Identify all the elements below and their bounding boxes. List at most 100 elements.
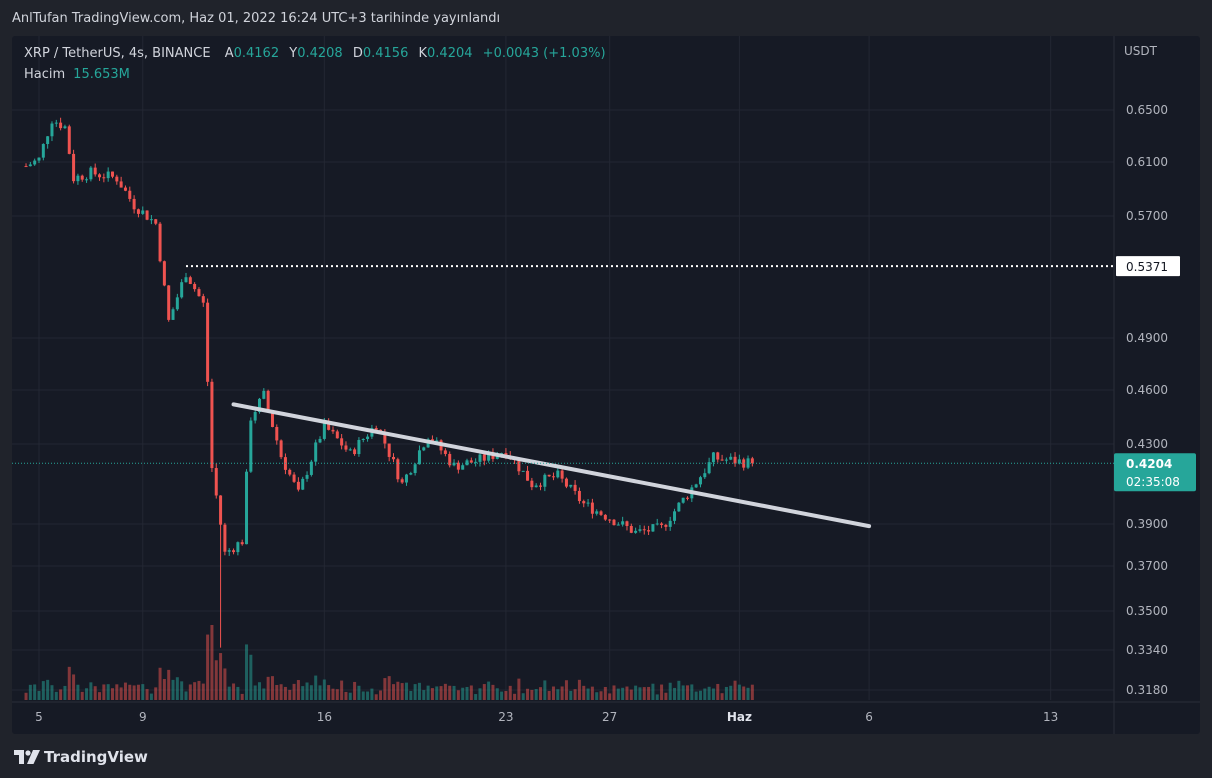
volume-bar xyxy=(180,681,184,700)
volume-bar xyxy=(582,685,586,700)
volume-bar xyxy=(608,693,612,700)
candle-body xyxy=(335,431,339,439)
volume-bar xyxy=(76,684,80,700)
x-tick-label: 27 xyxy=(602,710,617,724)
open-label: A xyxy=(224,46,234,61)
volume-bar xyxy=(275,684,279,700)
candle-body xyxy=(374,428,378,430)
candle-body xyxy=(180,282,184,298)
tradingview-logo-icon xyxy=(14,750,40,764)
volume-bar xyxy=(149,693,153,700)
candle-body xyxy=(569,484,573,487)
candle-body xyxy=(625,521,629,526)
high-value: 0.4208 xyxy=(297,46,343,61)
volume-bar xyxy=(145,689,149,700)
volume-label[interactable]: Hacim xyxy=(24,67,66,82)
candle-body xyxy=(404,474,408,483)
candle-body xyxy=(132,198,136,210)
volume-bar xyxy=(621,687,625,700)
candle-body xyxy=(171,309,175,320)
candle-body xyxy=(340,438,344,446)
volume-bar xyxy=(188,684,192,700)
volume-bar xyxy=(93,686,97,700)
volume-bar xyxy=(123,682,127,700)
candle-body xyxy=(249,420,253,472)
tradingview-logo[interactable]: TradingView xyxy=(14,747,148,767)
volume-bar xyxy=(158,667,162,700)
candle-body xyxy=(392,456,396,460)
candle-body xyxy=(564,478,568,487)
volume-bar xyxy=(500,691,504,700)
volume-bar xyxy=(154,687,158,700)
volume-bar xyxy=(461,687,465,700)
level-price-badge xyxy=(1116,256,1180,277)
volume-bar xyxy=(184,691,188,700)
candle-body xyxy=(616,524,620,526)
volume-bar xyxy=(612,685,616,700)
candle-body xyxy=(210,381,214,469)
candle-body xyxy=(28,164,32,167)
candle-body xyxy=(175,297,179,310)
candle-body xyxy=(530,480,534,488)
candle-body xyxy=(296,481,300,490)
volume-bar xyxy=(629,689,633,700)
x-tick-label: 9 xyxy=(139,710,147,724)
chart-panel[interactable] xyxy=(12,36,1200,734)
candle-body xyxy=(227,550,231,552)
candle-body xyxy=(72,153,76,182)
low-label: D xyxy=(352,46,363,61)
volume-bar xyxy=(720,693,724,700)
candle-body xyxy=(504,453,508,456)
candle-body xyxy=(33,160,37,165)
y-tick-label: 0.4300 xyxy=(1126,437,1168,451)
candle-body xyxy=(482,454,486,461)
x-tick-label: Haz xyxy=(727,710,752,724)
candle-body xyxy=(435,440,439,442)
y-tick-label: 0.6500 xyxy=(1126,103,1168,117)
volume-bar xyxy=(404,682,408,700)
volume-bar xyxy=(409,690,413,700)
volume-bar xyxy=(569,690,573,700)
volume-bar xyxy=(664,692,668,700)
volume-bar xyxy=(331,688,335,700)
volume-bar xyxy=(266,676,270,700)
volume-bar xyxy=(439,686,443,700)
candle-body xyxy=(193,283,197,290)
change-value: +0.0043 (+1.03%) xyxy=(482,46,606,61)
volume-bar xyxy=(253,685,257,700)
candle-body xyxy=(366,436,370,440)
volume-bar xyxy=(98,692,102,700)
volume-bar xyxy=(353,681,357,700)
candle-body xyxy=(526,470,530,481)
candle-body xyxy=(478,454,482,462)
candle-body xyxy=(608,519,612,521)
volume-bar xyxy=(85,688,89,700)
candle-body xyxy=(201,296,205,303)
volume-bar xyxy=(374,694,378,700)
volume-bar xyxy=(534,689,538,700)
volume-bar xyxy=(348,692,352,700)
volume-bar xyxy=(616,688,620,700)
volume-bar xyxy=(586,688,590,700)
volume-bar xyxy=(599,691,603,700)
symbol-label[interactable]: XRP / TetherUS, 4s, BINANCE xyxy=(24,46,211,61)
volume-bar xyxy=(305,682,309,700)
volume-bar xyxy=(698,690,702,700)
volume-value: 15.653M xyxy=(73,67,130,82)
volume-bar xyxy=(115,684,119,700)
volume-bar xyxy=(417,682,421,700)
volume-bar xyxy=(283,686,287,700)
candle-body xyxy=(123,187,127,191)
candle-body xyxy=(577,490,581,502)
candle-body xyxy=(733,456,737,464)
volume-bar xyxy=(232,683,236,700)
candle-body xyxy=(603,514,607,520)
candle-body xyxy=(322,420,326,439)
volume-bar xyxy=(240,693,244,700)
candle-body xyxy=(206,302,210,382)
candle-body xyxy=(214,468,218,496)
header-bar: AnlTufan TradingView.com, Haz 01, 2022 1… xyxy=(0,0,1212,36)
volume-bar xyxy=(595,692,599,700)
y-tick-label: 0.3180 xyxy=(1126,683,1168,697)
